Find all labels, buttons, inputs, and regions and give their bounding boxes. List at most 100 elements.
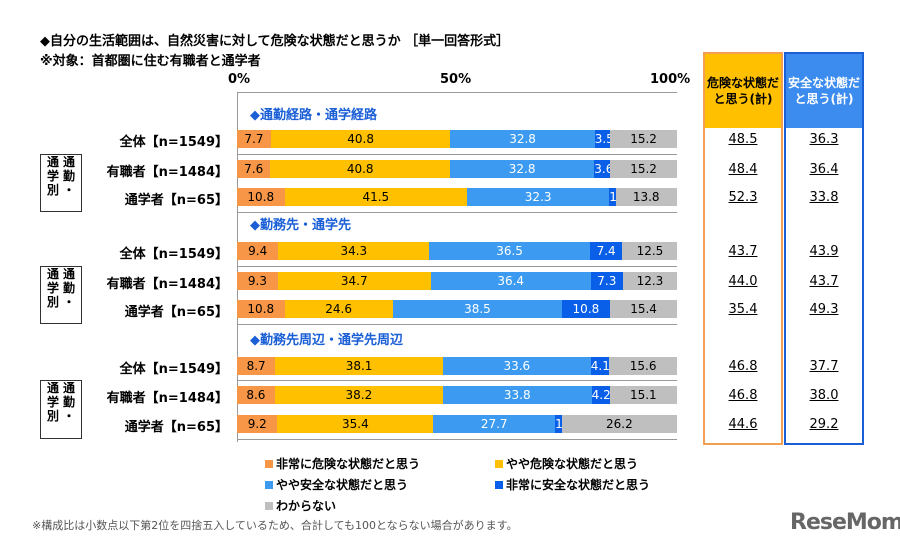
danger-total-value: 44.0 (728, 274, 758, 289)
group-label-char: 通 (63, 155, 76, 169)
group-label-char: 別 (46, 295, 59, 309)
row-label: 有職者【n=1484】 (106, 165, 228, 180)
row-label: 全体【n=1549】 (119, 135, 228, 150)
bar-segment-very-safe: 10.8 (562, 300, 610, 318)
axis-zero-line (237, 92, 238, 442)
bar-segment-very-danger: 10.8 (237, 300, 285, 318)
safe-total-value: 36.4 (809, 162, 839, 177)
axis-line (237, 92, 677, 93)
danger-total-header: 危険な状態だと思う(計) (705, 54, 781, 128)
danger-total-value: 48.4 (728, 162, 758, 177)
legend-label: わからない (276, 499, 337, 513)
bar-segment-very-safe: 4.2 (591, 386, 611, 404)
row-separator (237, 324, 677, 325)
chart-title: ◆自分の生活範囲は、自然災害に対して危険な状態だと思うか ［単一回答形式］ (40, 34, 510, 49)
legend-some-safe: やや安全な状態だと思う (265, 476, 495, 493)
group-label-column: 通学別 (47, 155, 59, 211)
bar-segment-very-safe: 3.5 (594, 130, 614, 148)
section-title: ◆勤務先周辺・通学先周辺 (250, 333, 403, 348)
legend-very-danger: 非常に危険な状態だと思う (265, 455, 495, 472)
group-label-column: 通勤・ (63, 381, 75, 438)
footnote: ※構成比は小数点以下第2位を四捨五入しているため、合計しても100とならない場合… (32, 519, 518, 532)
bar-segment-some-safe: 32.8 (450, 130, 595, 148)
safe-total-value: 38.0 (809, 388, 839, 403)
bar-segment-very-danger: 8.7 (237, 357, 276, 375)
bar-segment-unknown: 26.2 (561, 415, 677, 433)
bar-segment-some-danger: 38.2 (274, 386, 443, 404)
legend-some-danger: やや危険な状態だと思う (495, 455, 725, 472)
legend-unknown: わからない (265, 497, 495, 514)
group-label-char: 別 (46, 183, 59, 197)
legend-swatch (495, 459, 503, 468)
bar-segment-very-danger: 10.8 (237, 188, 285, 206)
group-label-box: 通学別通勤・ (40, 266, 82, 324)
resemom-logo: ReseMom (790, 510, 900, 535)
safe-total-value: 29.2 (809, 417, 839, 432)
bar-segment-some-safe: 32.3 (467, 188, 610, 206)
bar-segment-very-danger: 8.6 (237, 386, 275, 404)
bar-segment-very-safe: 1.5 (555, 415, 574, 433)
safe-total-value: 33.8 (809, 190, 839, 205)
row-label: 通学者【n=65】 (124, 420, 228, 435)
bar-segment-some-danger: 40.8 (270, 130, 451, 148)
row-label: 有職者【n=1484】 (106, 391, 228, 406)
bar-segment-unknown: 15.1 (610, 386, 677, 404)
group-label-char: 通 (63, 381, 76, 395)
row-label: 通学者【n=65】 (124, 193, 228, 208)
row-separator (237, 266, 677, 267)
group-label-char: 勤 (63, 281, 76, 295)
legend: 非常に危険な状態だと思う やや危険な状態だと思う やや安全な状態だと思う 非常に… (265, 455, 725, 514)
row-separator (237, 154, 677, 155)
bar-segment-very-danger: 9.3 (237, 272, 278, 290)
danger-total-value: 35.4 (728, 302, 758, 317)
bar-segment-some-danger: 34.7 (277, 272, 431, 290)
safe-total-value: 43.7 (809, 274, 839, 289)
danger-total-value: 44.6 (728, 417, 758, 432)
bar-segment-unknown: 12.5 (622, 242, 678, 260)
row-separator (237, 439, 677, 440)
bar-segment-unknown: 15.6 (608, 357, 678, 375)
safe-total-value: 43.9 (809, 244, 839, 259)
bar-segment-unknown: 12.3 (622, 272, 677, 290)
danger-total-value: 43.7 (728, 244, 758, 259)
group-label-char: 勤 (63, 395, 76, 409)
bar-segment-some-safe: 32.8 (449, 160, 595, 178)
danger-total-value: 46.8 (728, 388, 758, 403)
group-label-char: 勤 (63, 169, 76, 183)
bar-segment-some-danger: 41.5 (284, 188, 468, 206)
row-label: 有職者【n=1484】 (106, 277, 228, 292)
bar-segment-some-safe: 38.5 (392, 300, 563, 318)
group-label-column: 通学別 (47, 267, 59, 323)
safe-total-value: 37.7 (809, 359, 839, 374)
bar-segment-very-danger: 9.4 (237, 242, 279, 260)
row-label: 全体【n=1549】 (119, 247, 228, 262)
bar-segment-some-safe: 33.8 (442, 386, 592, 404)
legend-swatch (495, 480, 503, 489)
danger-total-value: 48.5 (728, 132, 758, 147)
group-label-char: 学 (46, 169, 59, 183)
bar-segment-very-safe: 7.4 (589, 242, 623, 260)
group-label-char: 通 (46, 381, 59, 395)
legend-label: 非常に安全な状態だと思う (506, 478, 651, 492)
safe-total-header: 安全な状態だと思う(計) (786, 54, 862, 128)
group-label-char: 通 (46, 267, 59, 281)
bar-segment-very-safe: 7.3 (590, 272, 623, 290)
legend-swatch (265, 480, 273, 489)
bar-segment-some-danger: 38.1 (275, 357, 443, 375)
bar-segment-very-safe: 3.6 (594, 160, 614, 178)
tick-0: 0% (228, 72, 251, 87)
tick-100: 100% (650, 72, 691, 87)
group-label-box: 通学別通勤・ (40, 154, 82, 212)
bar-segment-some-safe: 36.5 (429, 242, 590, 260)
legend-label: やや危険な状態だと思う (506, 457, 639, 471)
danger-total-value: 52.3 (728, 190, 758, 205)
tick-50: 50% (440, 72, 472, 87)
bar-segment-unknown: 15.4 (609, 300, 678, 318)
row-separator (237, 212, 677, 213)
group-label-char: 別 (46, 409, 59, 423)
bar-segment-very-danger: 7.7 (237, 130, 271, 148)
safe-total-value: 36.3 (809, 132, 839, 147)
row-label: 全体【n=1549】 (119, 362, 228, 377)
safe-total-value: 49.3 (809, 302, 839, 317)
legend-label: やや安全な状態だと思う (276, 478, 409, 492)
